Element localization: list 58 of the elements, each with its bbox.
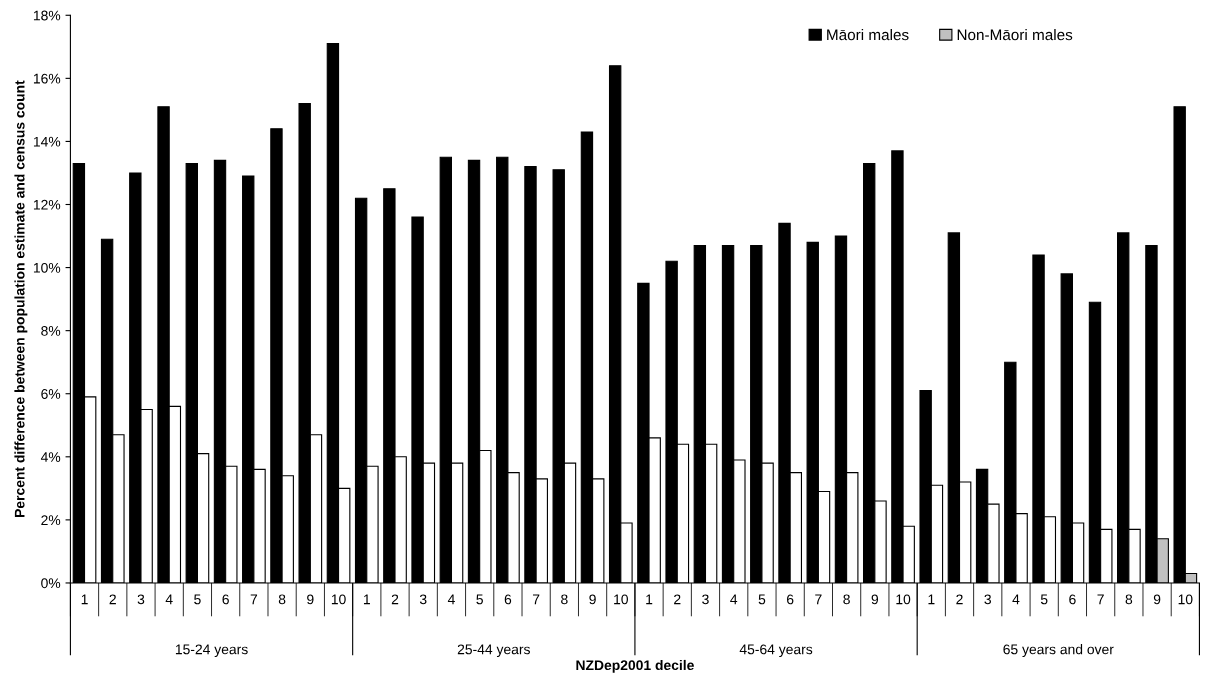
x-tick-label: 3 [137, 594, 145, 605]
x-tick-label: 1 [928, 594, 935, 605]
x-tick-label: 7 [1097, 594, 1104, 605]
text: 25-44 years [457, 644, 530, 658]
x-tick-label: 5 [194, 594, 201, 605]
x-tick-label: 8 [843, 594, 850, 605]
x-tick-label: 5 [1040, 594, 1048, 605]
x-tick-label: 9 [589, 594, 596, 605]
x-tick-label: 2 [956, 594, 963, 605]
x-tick-label: 8 [278, 594, 286, 605]
y-tick-label: 6% [41, 389, 61, 399]
x-tick-label: 3 [419, 594, 427, 605]
x-tick-label: 10 [331, 594, 346, 605]
x-tick-label: 4 [447, 594, 455, 605]
x-tick-label: 2 [674, 594, 681, 605]
x-tick-label: 3 [984, 594, 991, 605]
legend-label: Māori males [827, 29, 909, 41]
y-tick-label: 4% [40, 452, 61, 462]
x-tick-label: 1 [363, 594, 370, 605]
y-tick-label: 10% [33, 262, 61, 273]
y-tick-label: 8% [41, 325, 61, 336]
x-tick-label: 4 [165, 594, 173, 605]
x-tick-label: 6 [787, 594, 794, 605]
x-tick-label: 4 [730, 594, 738, 605]
x-tick-label: 3 [702, 594, 709, 605]
x-tick-label: 6 [504, 594, 512, 605]
x-tick-label: 10 [614, 594, 628, 605]
x-tick-label: 7 [815, 594, 822, 605]
x-tick-label: 7 [250, 594, 258, 605]
x-tick-label: 7 [532, 594, 540, 605]
y-tick-label: 14% [33, 136, 61, 147]
text: 15-24 years [175, 644, 248, 658]
y-tick-label: 16% [33, 73, 61, 84]
x-tick-label: 6 [1069, 594, 1076, 605]
legend-label: Non-Māori males [957, 29, 1073, 41]
x-tick-label: 9 [307, 594, 314, 605]
x-tick-label: 5 [476, 594, 483, 605]
x-tick-label: 2 [391, 594, 399, 605]
x-tick-label: 6 [222, 594, 229, 605]
x-tick-label: 2 [109, 594, 116, 605]
y-tick-label: 2% [41, 515, 61, 525]
y-tick-label: 12% [33, 199, 61, 210]
x-tick-label: 8 [561, 594, 568, 605]
x-tick-label: 9 [1153, 594, 1161, 605]
y-tick-label: 18% [33, 10, 61, 21]
x-tick-label: 10 [1178, 594, 1193, 605]
x-tick-label: 9 [871, 594, 879, 605]
x-tick-label: 1 [646, 594, 653, 605]
x-tick-label: 8 [1125, 594, 1133, 605]
x-tick-label: 5 [758, 594, 766, 605]
y-axis-title: Percent difference between population estimate and census count [14, 80, 28, 517]
x-axis-title: NZDep2001 decile [576, 659, 694, 673]
x-tick-label: 4 [1012, 594, 1020, 605]
text: 65 years and over [1003, 644, 1114, 658]
x-tick-label: 10 [896, 594, 911, 605]
text: 45-64 years [739, 644, 813, 658]
x-tick-label: 1 [81, 594, 88, 605]
y-tick-label: 0% [41, 578, 61, 589]
